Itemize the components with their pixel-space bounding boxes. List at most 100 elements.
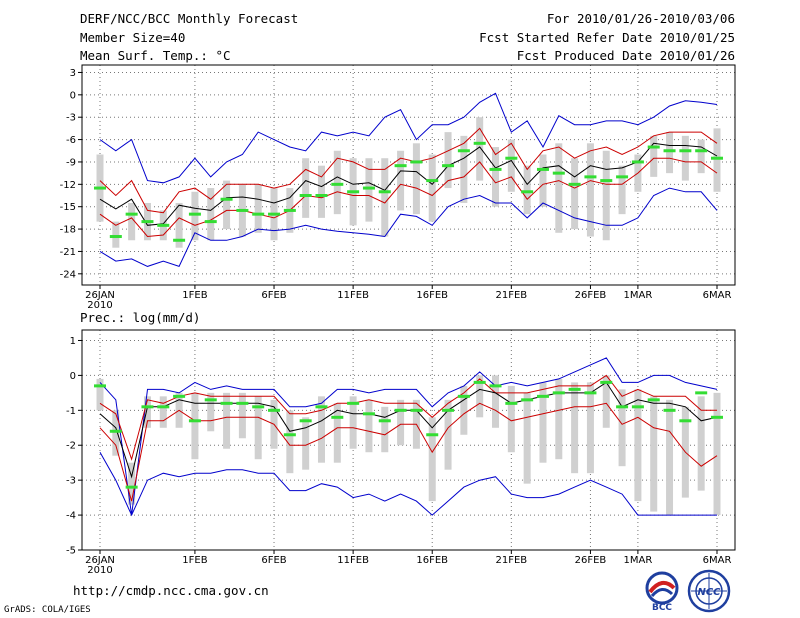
y-tick-label: -6 — [66, 135, 76, 146]
x-tick-label: 16FEB — [416, 290, 448, 301]
spread-box — [302, 158, 310, 218]
ncc-logo-text: NCC — [697, 587, 721, 598]
series-line-max — [99, 357, 718, 516]
spread-box — [397, 150, 405, 211]
series-line-min — [99, 451, 717, 517]
median-marker — [109, 235, 122, 239]
median-marker — [252, 405, 265, 409]
median-marker — [600, 179, 613, 183]
median-marker — [141, 405, 154, 409]
median-marker — [568, 182, 581, 186]
spread-box — [333, 403, 341, 463]
spread-box — [618, 165, 626, 215]
y-tick-label: -3 — [66, 476, 76, 487]
median-marker — [442, 164, 455, 168]
median-marker — [442, 408, 455, 412]
median-marker — [663, 408, 676, 412]
y-tick-label: 3 — [70, 68, 76, 79]
x-tick-label: 6FEB — [261, 290, 286, 301]
spread-box — [96, 378, 104, 411]
median-marker — [315, 194, 328, 198]
spread-box — [523, 165, 531, 215]
median-marker — [109, 429, 122, 433]
spread-box — [571, 382, 579, 474]
x-tick-label: 1FEB — [182, 555, 207, 566]
median-marker — [552, 171, 565, 175]
spread-box — [333, 150, 341, 215]
x-tick-label: 11FEB — [337, 290, 369, 301]
x-tick-label: 1FEB — [182, 290, 207, 301]
temp-title-text: Mean Surf. Temp.: °C — [80, 48, 231, 63]
y-tick-label: -18 — [60, 225, 76, 236]
spread-box — [571, 158, 579, 230]
median-marker — [457, 149, 470, 153]
spread-box — [317, 165, 325, 218]
bcc-logo: BCC — [640, 568, 684, 612]
median-marker — [299, 194, 312, 198]
median-marker — [505, 156, 518, 160]
median-marker — [252, 212, 265, 216]
spread-box — [555, 378, 563, 460]
median-marker — [94, 186, 106, 190]
spread-box — [128, 462, 136, 505]
title-text: DERF/NCC/BCC Monthly Forecast — [80, 11, 299, 26]
spread-box — [444, 132, 452, 189]
y-tick-label: -9 — [66, 157, 76, 168]
median-marker — [505, 401, 518, 405]
median-marker — [173, 238, 186, 242]
spread-box — [365, 399, 373, 453]
ncc-logo: NCC — [686, 568, 732, 614]
median-marker — [220, 197, 233, 201]
spread-box — [175, 202, 183, 248]
median-marker — [647, 145, 660, 149]
spread-box — [412, 143, 420, 215]
median-marker — [268, 212, 281, 216]
median-marker — [584, 175, 597, 179]
spread-box — [143, 396, 151, 428]
median-marker — [283, 433, 296, 437]
chart-panel-1: 1 0 -1 -2 -3 -4 -5 26JAN 1FEB 6FEB 11FEB 16FEB 21FEB… — [66, 329, 736, 576]
spread-box — [223, 180, 231, 230]
x-tick-label: 16FEB — [416, 555, 448, 566]
series-line-mean — [99, 142, 718, 226]
series-line-upper — [99, 127, 718, 214]
spread-box — [397, 399, 405, 446]
spread-box — [586, 143, 594, 237]
spread-box — [666, 132, 674, 174]
median-marker — [489, 167, 502, 171]
spread-box — [697, 139, 705, 174]
median-marker — [268, 408, 281, 412]
median-marker — [663, 149, 676, 153]
spread-box — [254, 184, 262, 233]
spread-box — [365, 158, 373, 222]
median-marker — [536, 394, 549, 398]
median-marker — [521, 190, 534, 194]
median-marker — [188, 419, 201, 423]
produced-date-text: Fcst Produced Date 2010/01/26 — [516, 48, 735, 63]
spread-box — [555, 143, 563, 233]
x-tick-label: 6MAR — [703, 555, 732, 566]
y-tick-label: -3 — [66, 113, 76, 124]
median-marker — [283, 208, 296, 212]
median-marker — [315, 405, 328, 409]
median-marker — [204, 398, 217, 402]
x-tick-label: 1MAR — [624, 555, 653, 566]
spread-box — [713, 128, 721, 192]
spread-box — [539, 154, 547, 207]
y-tick-label: -21 — [60, 247, 76, 258]
series-line-lower — [99, 402, 718, 502]
spread-box — [586, 382, 594, 474]
y-tick-label: 0 — [70, 90, 76, 101]
median-marker — [157, 405, 170, 409]
spread-box — [492, 375, 500, 428]
plot-frame — [81, 64, 736, 286]
y-tick-label: -24 — [60, 269, 76, 280]
median-marker — [616, 405, 629, 409]
footer-url[interactable]: http://cmdp.ncc.cma.gov.cn — [73, 583, 269, 598]
spread-box — [254, 396, 262, 460]
series-line-max — [99, 92, 718, 184]
median-marker — [711, 415, 723, 419]
spread-box — [618, 389, 626, 467]
series-line-min — [99, 187, 718, 268]
